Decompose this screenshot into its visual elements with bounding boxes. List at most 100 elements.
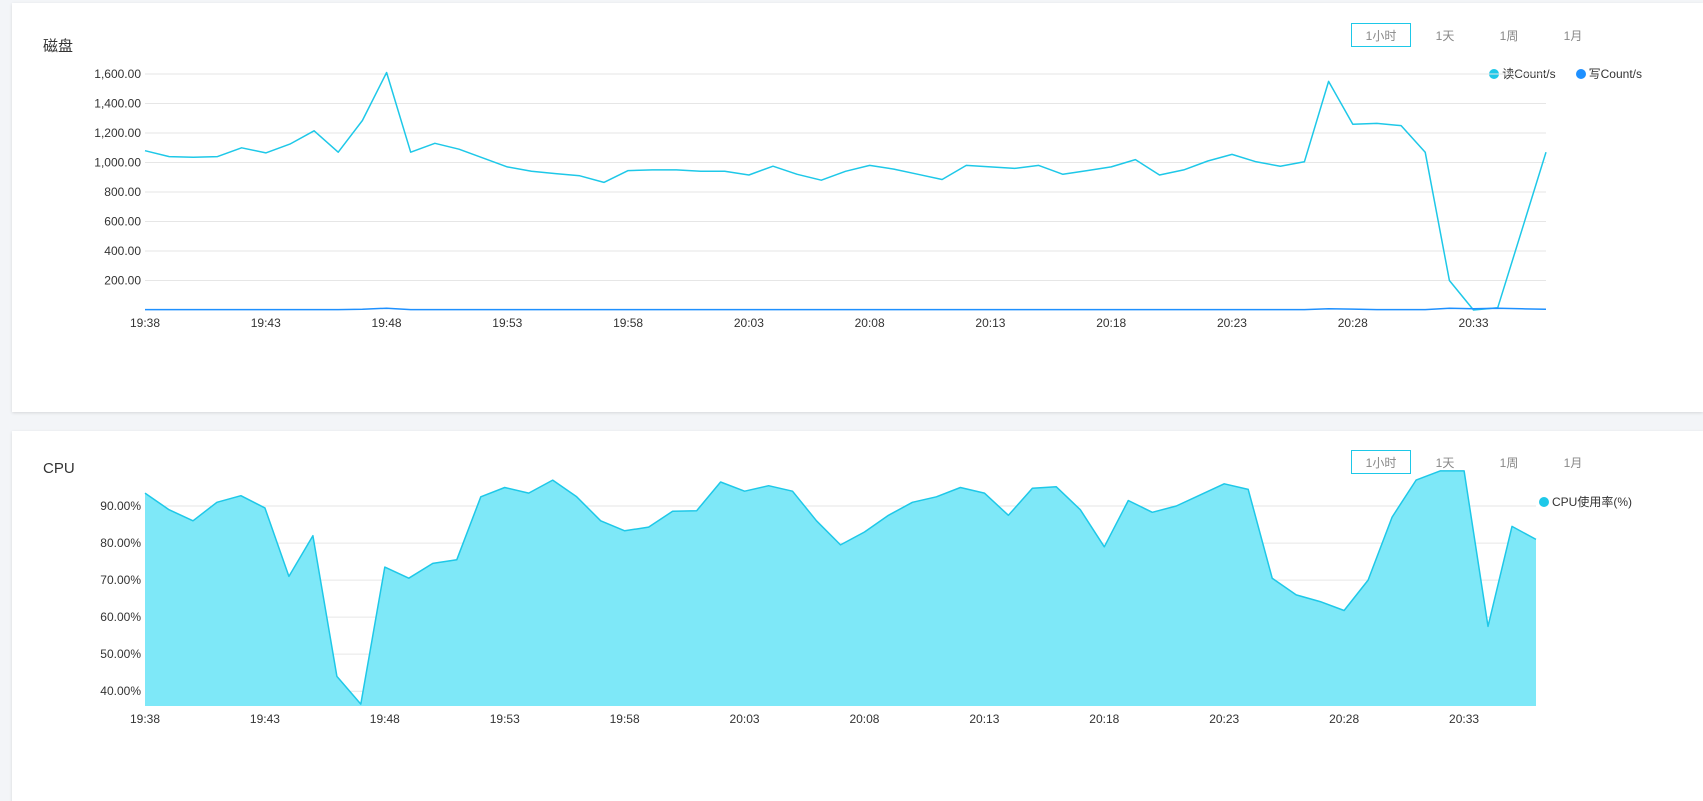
cpu-chart: 40.00% 50.00% 60.00% 70.00% 80.00% 90.00% 19:3… (100, 470, 1537, 726)
data-point (603, 182, 604, 183)
x-tick-label: 19:48 (370, 712, 400, 726)
data-point (1062, 174, 1063, 175)
x-tick-label: 19:58 (610, 712, 640, 726)
y-tick-label: 1,400.00 (94, 97, 141, 111)
cpu-range-1day-button[interactable]: 1天 (1435, 455, 1455, 470)
data-point (169, 156, 170, 157)
data-point (410, 309, 411, 310)
data-point (869, 309, 870, 310)
data-point (169, 509, 170, 510)
data-point (483, 309, 484, 310)
data-point (700, 171, 701, 172)
data-point (1425, 152, 1426, 153)
data-point (821, 180, 822, 181)
data-point (432, 563, 433, 564)
data-point (652, 309, 653, 310)
cpu-legend-label: CPU使用率(%) (1552, 495, 1632, 509)
data-point (1080, 509, 1081, 510)
data-point (338, 152, 339, 153)
data-point (1256, 309, 1257, 310)
data-point (531, 171, 532, 172)
disk-range-1week-button[interactable]: 1周 (1499, 28, 1519, 43)
y-tick-label: 70.00% (100, 573, 141, 587)
data-point (1014, 309, 1015, 310)
data-point (1449, 308, 1450, 309)
data-point (1344, 610, 1345, 611)
data-point (966, 165, 967, 166)
data-point (1488, 626, 1489, 627)
disk-range-1hour-button[interactable]: 1小时 (1351, 23, 1411, 47)
data-point (893, 309, 894, 310)
data-point (169, 309, 170, 310)
data-point (676, 169, 677, 170)
data-point (1135, 159, 1136, 160)
x-tick-label: 19:53 (490, 712, 520, 726)
data-point (434, 143, 435, 144)
data-point (410, 152, 411, 153)
data-point (912, 502, 913, 503)
data-point (1512, 526, 1513, 527)
data-point (145, 493, 146, 494)
data-point (240, 495, 241, 496)
series-line-0 (144, 71, 1547, 311)
data-point (193, 157, 194, 158)
data-point (289, 144, 290, 145)
x-tick-label: 20:03 (734, 316, 764, 330)
data-point (386, 308, 387, 309)
data-point (628, 309, 629, 310)
data-point (1473, 310, 1474, 311)
x-tick-label: 20:23 (1209, 712, 1239, 726)
data-point (555, 309, 556, 310)
cpu-panel-title: CPU (43, 460, 75, 477)
x-tick-label: 19:48 (372, 316, 402, 330)
data-point (459, 149, 460, 150)
data-point (1536, 539, 1537, 540)
data-point (942, 179, 943, 180)
cpu-range-1month-button[interactable]: 1月 (1563, 455, 1583, 470)
data-point (459, 309, 460, 310)
data-point (1280, 309, 1281, 310)
disk-range-1day-button[interactable]: 1天 (1435, 28, 1455, 43)
data-point (652, 169, 653, 170)
data-point (1296, 594, 1297, 595)
cpu-range-1hour-button[interactable]: 1小时 (1351, 450, 1411, 474)
disk-chart: 200.00 400.00 600.00 800.00 1,000.00 1,200.00… (94, 67, 1547, 330)
data-point (336, 676, 337, 677)
data-point (217, 309, 218, 310)
data-point (1111, 309, 1112, 310)
data-point (1256, 161, 1257, 162)
data-point (1248, 489, 1249, 490)
x-tick-label: 20:08 (849, 712, 879, 726)
data-point (748, 309, 749, 310)
data-point (1183, 309, 1184, 310)
x-tick-label: 20:23 (1217, 316, 1247, 330)
y-tick-label: 800.00 (104, 185, 141, 199)
data-point (1135, 309, 1136, 310)
data-point (1032, 488, 1033, 489)
data-point (942, 309, 943, 310)
y-tick-label: 1,600.00 (94, 67, 141, 81)
y-tick-label: 600.00 (104, 215, 141, 229)
disk-panel: 磁盘 1小时 1天 1周 1月 读Count/s 写Count/s 200.00… (12, 3, 1703, 412)
data-point (241, 147, 242, 148)
cpu-panel: CPU 1小时 1天 1周 1月 CPU使用率(%) 40.00% 50.00% 6… (12, 431, 1703, 801)
data-point (821, 309, 822, 310)
data-point (1368, 580, 1369, 581)
disk-range-1month-button[interactable]: 1月 (1563, 28, 1583, 43)
data-point (1038, 309, 1039, 310)
data-point (773, 166, 774, 167)
data-point (1497, 308, 1498, 309)
data-point (216, 502, 217, 503)
data-point (312, 535, 313, 536)
data-point (386, 72, 387, 73)
data-point (768, 485, 769, 486)
data-point (648, 527, 649, 528)
data-point (845, 171, 846, 172)
x-tick-label: 20:13 (969, 712, 999, 726)
legend-item-write[interactable]: 写Count/s (1575, 65, 1642, 82)
cpu-range-1week-button[interactable]: 1周 (1499, 455, 1519, 470)
x-tick-label: 19:38 (130, 712, 160, 726)
disk-panel-title: 磁盘 (43, 38, 74, 55)
data-point (360, 704, 361, 705)
legend-item-cpu[interactable]: CPU使用率(%) (1539, 493, 1632, 510)
